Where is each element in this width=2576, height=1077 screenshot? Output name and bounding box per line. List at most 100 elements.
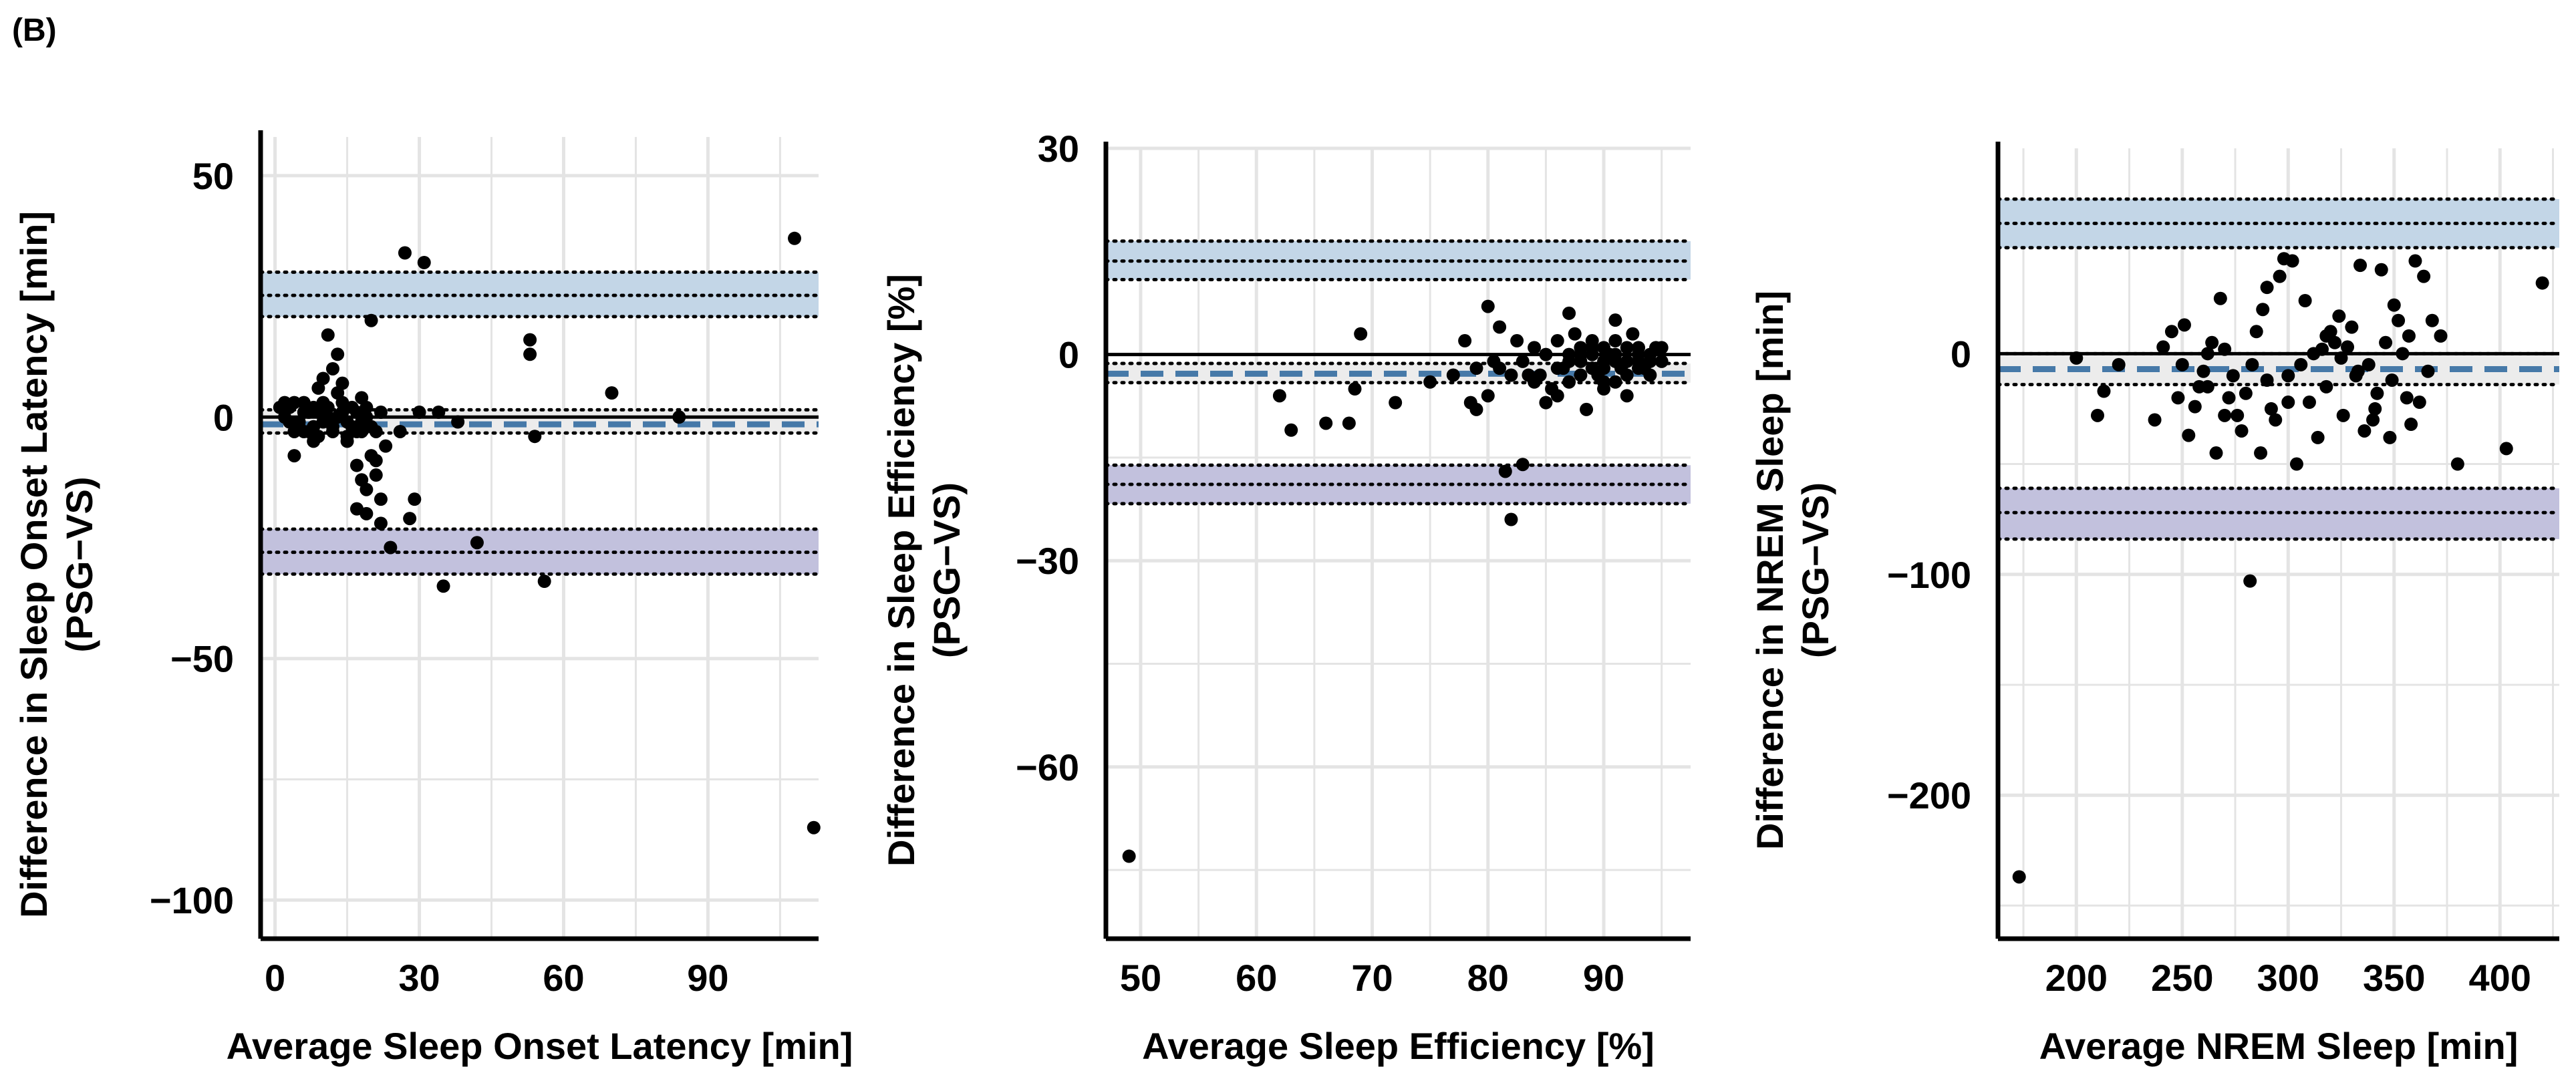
- data-point: [2231, 408, 2245, 422]
- data-point: [1620, 368, 1634, 382]
- data-point: [1284, 423, 1298, 437]
- data-point: [2404, 418, 2418, 432]
- data-point: [307, 434, 321, 448]
- data-point: [403, 512, 417, 526]
- data-point: [1655, 341, 1669, 355]
- x-tick-label: 50: [1120, 957, 1161, 999]
- x-tick-label: 90: [1583, 957, 1624, 999]
- data-point: [2200, 347, 2214, 361]
- data-point: [355, 424, 369, 438]
- data-point: [1510, 334, 1524, 348]
- data-point: [672, 410, 686, 424]
- data-point: [2374, 263, 2388, 277]
- data-point: [316, 371, 330, 386]
- data-point: [2281, 396, 2295, 410]
- y-tick-label: 0: [213, 396, 234, 438]
- data-point: [2249, 325, 2263, 339]
- data-point: [1632, 361, 1646, 375]
- data-point: [2148, 413, 2162, 427]
- data-point: [2368, 402, 2382, 416]
- data-point: [2417, 269, 2431, 283]
- data-point: [2421, 364, 2435, 378]
- y-tick-label: 50: [192, 155, 234, 197]
- data-point: [432, 406, 446, 420]
- data-point: [2408, 254, 2422, 268]
- data-point: [2245, 357, 2259, 371]
- data-point: [417, 255, 431, 269]
- data-point: [2226, 369, 2240, 383]
- y-axis-title: Difference in Sleep Efficiency [%]: [880, 274, 922, 867]
- data-point: [321, 328, 335, 342]
- data-point: [2379, 335, 2393, 349]
- data-point: [2362, 357, 2376, 371]
- data-point: [340, 434, 354, 448]
- data-point: [2239, 386, 2253, 400]
- data-point: [2218, 342, 2232, 356]
- data-point: [1562, 306, 1576, 320]
- data-point: [1354, 327, 1368, 341]
- data-point: [408, 492, 422, 506]
- nrem-sleep-panel: 200 250 300 350 400 0 −100 −200 Average NREM Sle…: [1749, 142, 2561, 1067]
- data-point: [1585, 361, 1599, 375]
- y-tick-label: −100: [150, 879, 234, 921]
- data-point: [1348, 382, 1362, 396]
- data-point: [374, 516, 388, 530]
- data-point: [2434, 329, 2448, 343]
- data-point: [1446, 368, 1460, 382]
- data-point: [1597, 382, 1611, 396]
- data-point: [2209, 446, 2223, 460]
- data-point: [2269, 413, 2283, 427]
- data-point: [2341, 340, 2355, 354]
- data-point: [2112, 357, 2126, 371]
- data-point: [788, 231, 802, 245]
- data-point: [1122, 849, 1136, 863]
- data-point: [335, 376, 349, 390]
- data-point: [1516, 458, 1530, 472]
- data-point: [335, 396, 349, 410]
- data-point: [355, 415, 369, 429]
- data-point: [1493, 320, 1507, 334]
- data-point: [1504, 368, 1518, 382]
- data-point: [2298, 294, 2312, 308]
- x-tick-label: 350: [2363, 957, 2425, 999]
- data-point: [2450, 457, 2464, 471]
- y-axis-subtitle: (PSG−VS): [925, 482, 968, 658]
- data-point: [523, 333, 537, 347]
- data-point: [1643, 354, 1657, 368]
- data-point: [1562, 347, 1576, 361]
- data-point: [374, 492, 388, 506]
- data-point: [2366, 413, 2380, 427]
- data-point: [1481, 299, 1495, 313]
- data-point: [374, 406, 388, 420]
- data-point: [1643, 368, 1657, 382]
- x-tick-label: 90: [687, 957, 728, 999]
- data-point: [1539, 347, 1553, 361]
- data-point: [1585, 347, 1599, 361]
- data-point: [2264, 402, 2278, 416]
- data-point: [2260, 373, 2274, 387]
- data-point: [1319, 416, 1333, 430]
- data-point: [1608, 313, 1622, 327]
- y-axis-subtitle: (PSG−VS): [58, 477, 100, 653]
- x-tick-label: 60: [543, 957, 584, 999]
- data-point: [537, 575, 551, 589]
- data-point: [379, 439, 393, 453]
- data-point: [2289, 457, 2303, 471]
- data-point: [1550, 334, 1564, 348]
- data-point: [528, 430, 542, 444]
- data-point: [1632, 347, 1646, 361]
- x-axis-title: Average NREM Sleep [min]: [2039, 1025, 2519, 1067]
- data-point: [2370, 386, 2384, 400]
- data-point: [1626, 327, 1640, 341]
- data-point: [2164, 325, 2178, 339]
- x-tick-label: 200: [2045, 957, 2108, 999]
- data-point: [2387, 298, 2401, 312]
- y-tick-label: −100: [1887, 554, 1971, 596]
- data-point: [1342, 416, 1356, 430]
- sleep-onset-latency-panel: 0 30 60 90 50 0 −50 −100 Average Sleep Onset Lat…: [13, 130, 853, 1067]
- data-point: [316, 415, 330, 429]
- data-point: [369, 424, 383, 438]
- data-point: [1620, 354, 1634, 368]
- data-point: [2351, 364, 2365, 378]
